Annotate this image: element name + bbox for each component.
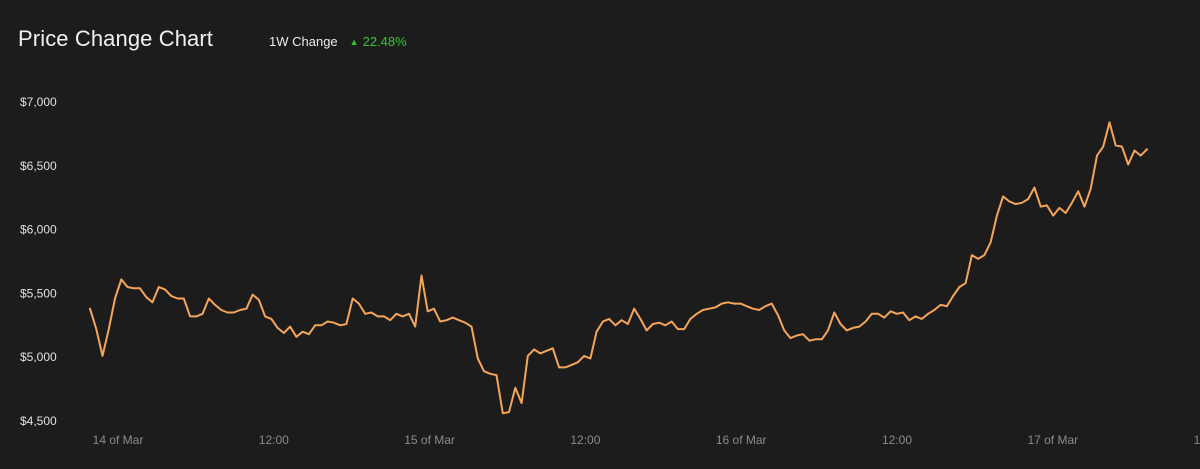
x-tick-label: 16 of Mar [716,433,767,447]
chart-header: Price Change Chart 1W Change ▲ 22.48% [18,26,407,52]
y-tick-label: $5,000 [20,350,57,364]
x-tick-label: 12:00 [259,433,289,447]
y-tick-label: $6,500 [20,159,57,173]
series-line [89,121,1148,415]
page-title: Price Change Chart [18,26,214,51]
x-tick-label: 12:00 [1194,433,1200,447]
y-tick-label: $5,500 [20,286,57,300]
y-tick-label: $4,500 [20,414,57,428]
y-tick-label: $7,000 [20,95,57,109]
x-tick-label: 12:00 [882,433,912,447]
y-tick-label: $6,000 [20,223,57,237]
x-tick-label: 17 of Mar [1027,433,1078,447]
change-badge: ▲ 22.48% [350,34,407,49]
change-value: 22.48% [362,34,407,49]
x-tick-label: 12:00 [570,433,600,447]
x-tick-label: 15 of Mar [404,433,455,447]
change-label: 1W Change [269,34,338,49]
x-tick-label: 14 of Mar [93,433,144,447]
triangle-up-icon: ▲ [349,37,359,47]
